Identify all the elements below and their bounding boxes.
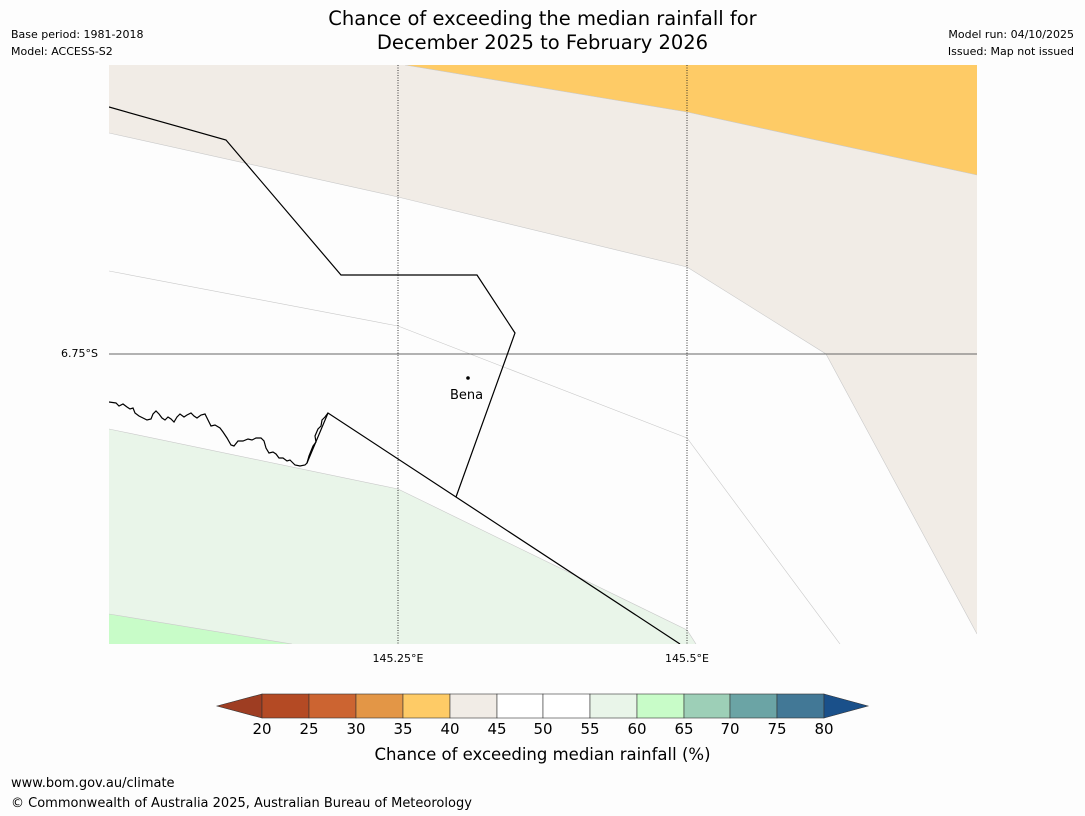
town-label: Bena <box>450 388 484 403</box>
colorbar-tick: 50 <box>533 720 553 738</box>
colorbar-bin-50-55 <box>542 693 591 719</box>
colorbar-bin-55-60 <box>589 693 638 719</box>
colorbar-bin-65-70 <box>683 693 731 719</box>
colorbar-tick: 25 <box>299 720 319 738</box>
region-55-60 <box>109 429 696 644</box>
contour-lines <box>109 65 977 644</box>
town-marker <box>466 376 470 380</box>
colorbar-bin-20-25 <box>261 693 310 719</box>
latitude-label: 6.75°S <box>61 347 98 360</box>
colorbar-tick: 75 <box>767 720 787 738</box>
colorbar-tick: 30 <box>346 720 366 738</box>
map-area <box>109 65 977 644</box>
footer-copyright: © Commonwealth of Australia 2025, Austra… <box>11 796 472 811</box>
map-title: Chance of exceeding the median rainfall … <box>0 7 1085 55</box>
model-run: Model run: 04/10/2025 <box>948 28 1074 41</box>
colorbar-tick: 35 <box>393 720 413 738</box>
colorbar-bin-35-40 <box>402 693 451 719</box>
colorbar-bin-45-50 <box>496 693 544 719</box>
colorbar-extend-low <box>215 693 263 719</box>
colorbar-bin-70-75 <box>729 693 778 719</box>
colorbar-tick: 55 <box>580 720 600 738</box>
title-line-1: Chance of exceeding the median rainfall … <box>328 7 757 30</box>
longitude-label-2: 145.5°E <box>665 652 709 665</box>
colorbar-tick: 20 <box>252 720 272 738</box>
colorbar <box>215 693 870 719</box>
colorbar-bin-40-45 <box>449 693 498 719</box>
issued-status: Issued: Map not issued <box>947 45 1074 58</box>
footer-url[interactable]: www.bom.gov.au/climate <box>11 776 175 791</box>
colorbar-bin-30-35 <box>355 693 404 719</box>
title-line-2: December 2025 to February 2026 <box>376 31 709 54</box>
colorbar-bin-75-80 <box>776 693 825 719</box>
model-name: Model: ACCESS-S2 <box>11 45 113 58</box>
colorbar-title: Chance of exceeding median rainfall (%) <box>374 745 711 764</box>
coastline <box>109 401 329 467</box>
colorbar-bin-25-30 <box>308 693 357 719</box>
longitude-label-1: 145.25°E <box>372 652 424 665</box>
colorbar-tick: 40 <box>440 720 460 738</box>
colorbar-tick: 70 <box>720 720 740 738</box>
base-period: Base period: 1981-2018 <box>11 28 144 41</box>
meta-left: Base period: 1981-2018 Model: ACCESS-S2 <box>11 26 143 60</box>
colorbar-tick: 65 <box>674 720 694 738</box>
region-35-40 <box>405 65 977 175</box>
colorbar-tick: 80 <box>814 720 834 738</box>
colorbar-tick: 45 <box>487 720 507 738</box>
region-40-45 <box>109 65 977 634</box>
district-boundary <box>109 106 516 498</box>
colorbar-extend-high <box>823 693 870 719</box>
meta-right: Model run: 04/10/2025 Issued: Map not is… <box>948 26 1074 60</box>
colorbar-bin-60-65 <box>636 693 685 719</box>
colorbar-tick: 60 <box>627 720 647 738</box>
